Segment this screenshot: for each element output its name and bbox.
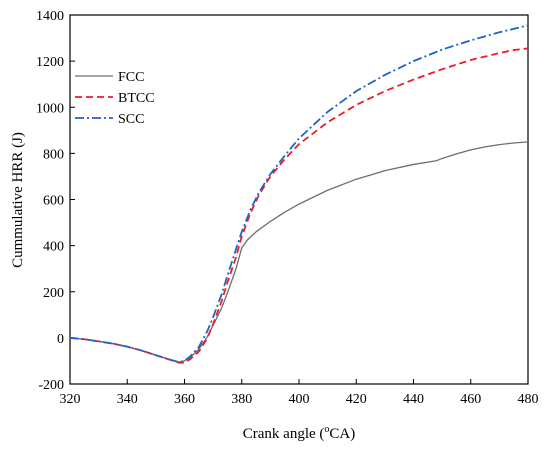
x-axis-ticks: 320 340 360 380 400 420 440 460 480 xyxy=(60,379,539,407)
x-tick-label: 460 xyxy=(460,392,481,407)
x-tick-label: 380 xyxy=(231,392,252,407)
legend: FCC BTCC SCC xyxy=(75,70,155,127)
y-tick-label: 200 xyxy=(43,286,64,301)
x-axis-title-sup: o xyxy=(324,424,329,435)
x-tick-label: 340 xyxy=(117,392,138,407)
legend-label-fcc: FCC xyxy=(118,70,144,85)
x-tick-label: 400 xyxy=(289,392,310,407)
x-tick-label: 360 xyxy=(174,392,195,407)
y-tick-label: 1200 xyxy=(36,55,64,70)
y-tick-label: 1000 xyxy=(36,101,64,116)
y-tick-label: 1400 xyxy=(36,9,64,24)
y-axis-ticks: -200 0 200 400 600 800 1000 1200 1400 xyxy=(36,9,75,393)
x-tick-label: 440 xyxy=(403,392,424,407)
y-tick-label: 600 xyxy=(43,194,64,209)
series-line-fcc xyxy=(69,141,529,363)
x-axis-title-tail: CA) xyxy=(329,426,355,442)
series-line-btcc xyxy=(69,47,529,364)
y-tick-label: 400 xyxy=(43,240,64,255)
legend-label-btcc: BTCC xyxy=(118,91,155,106)
y-tick-label: 800 xyxy=(43,147,64,162)
y-tick-label: 0 xyxy=(57,332,64,347)
series-lines xyxy=(69,24,529,364)
x-tick-label: 320 xyxy=(60,392,81,407)
y-tick-label: -200 xyxy=(38,378,64,393)
legend-label-scc: SCC xyxy=(118,112,144,127)
x-tick-label: 420 xyxy=(346,392,367,407)
x-tick-label: 480 xyxy=(518,392,539,407)
x-axis-title: Crank angle (oCA) xyxy=(243,424,355,442)
x-axis-title-main: Crank angle ( xyxy=(243,426,325,442)
series-line-scc xyxy=(69,24,529,364)
y-axis-title: Cummulative HRR (J) xyxy=(10,132,26,268)
